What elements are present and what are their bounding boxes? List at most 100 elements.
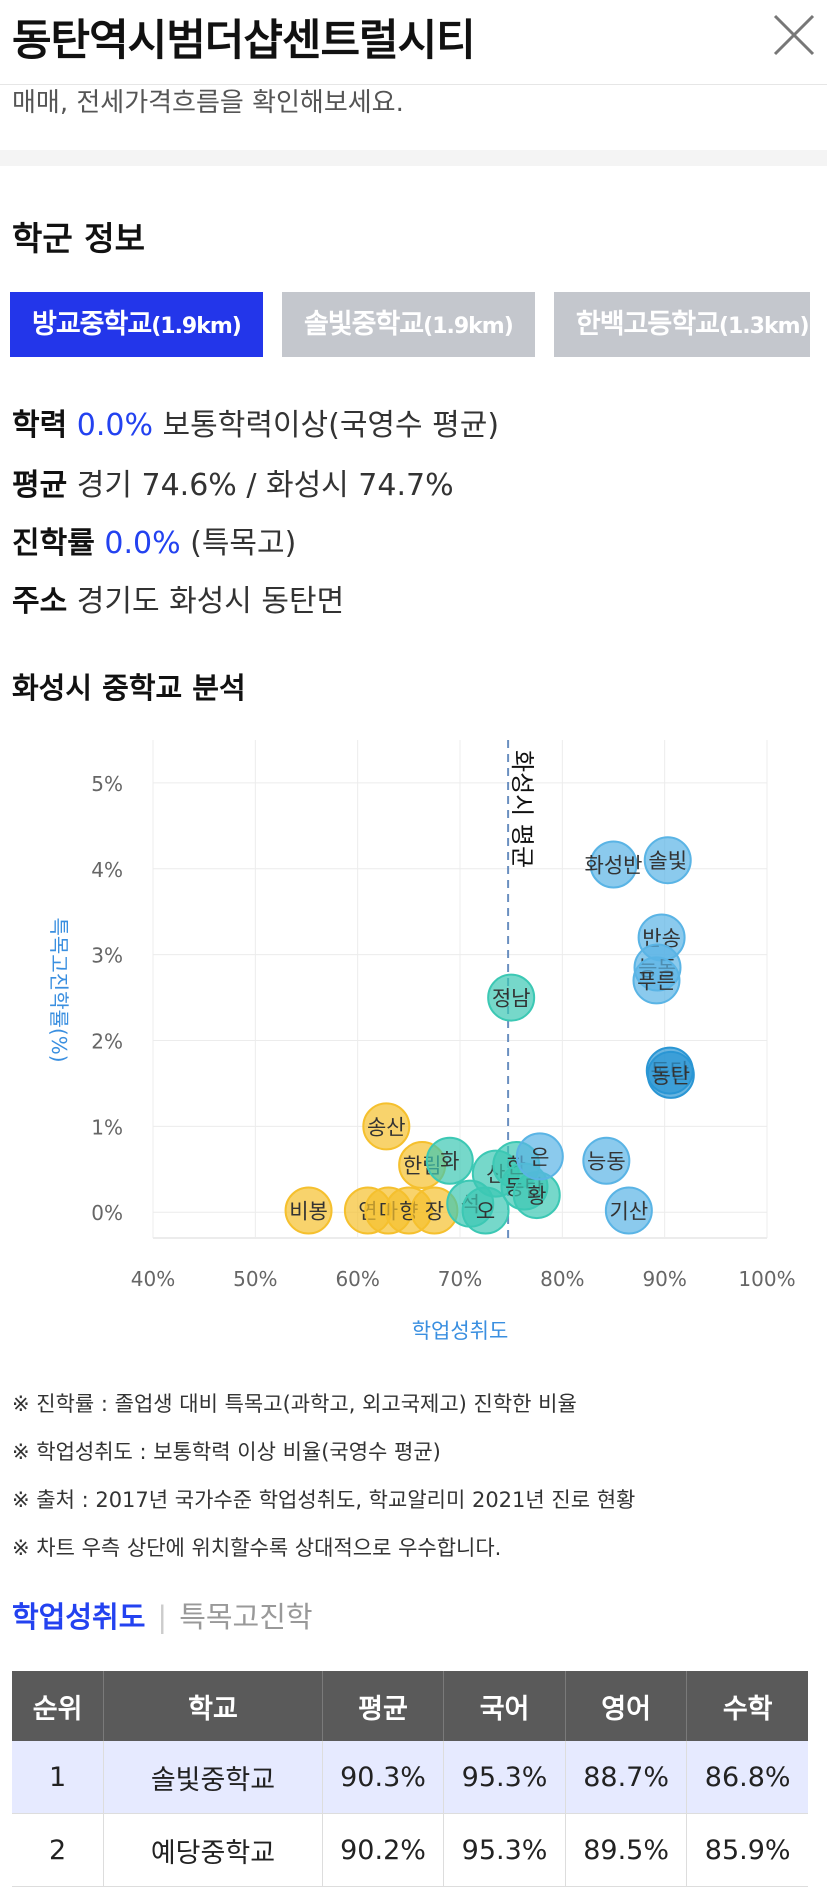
average-line-label: 화성시 평균 [508, 750, 536, 868]
x-axis-label: 학업성취도 [412, 1319, 509, 1343]
cell-school: 예당중학교 [103, 1813, 323, 1887]
info-label: 학력 [12, 408, 68, 443]
info-label: 주소 [12, 584, 68, 619]
data-point [646, 1050, 695, 1099]
y-tick-label: 0% [91, 1201, 123, 1225]
x-tick-label: 70% [438, 1267, 482, 1291]
info-desc: 경기 74.6% / 화성시 74.7% [76, 468, 454, 503]
ranking-toggle: 학업성취도 | 특목고진학 [12, 1594, 313, 1636]
info-average: 평균 경기 74.6% / 화성시 74.7% [12, 460, 454, 504]
data-point [487, 973, 536, 1022]
info-label: 진학률 [12, 526, 95, 561]
data-point-label: 솔빛 [648, 849, 687, 873]
x-tick-label: 100% [738, 1267, 795, 1291]
cell-korean: 95.3% [443, 1741, 566, 1814]
header-average: 평균 [321, 1671, 444, 1741]
info-achievement: 학력 0.0% 보통학력이상(국영수 평균) [12, 400, 499, 444]
data-point-label: 푸른 [637, 969, 676, 993]
tab-school-3[interactable]: 한백고등학교(1.3km) [553, 292, 810, 357]
tab-school-name: 방교중학교 [32, 309, 152, 340]
ranking-table: 순위 학교 평균 국어 영어 수학 1 솔빛중학교 90.3% 95.3% 88… [12, 1671, 808, 1887]
header-math: 수학 [686, 1671, 808, 1741]
cell-math: 86.8% [686, 1741, 808, 1814]
toggle-separator: | [157, 1600, 168, 1634]
close-icon[interactable] [771, 12, 817, 58]
data-point [582, 1136, 631, 1185]
toggle-special-school[interactable]: 특목고진학 [179, 1600, 313, 1634]
header-rank: 순위 [12, 1671, 104, 1741]
x-tick-label: 90% [642, 1267, 686, 1291]
note-line: ※ 출처 : 2017년 국가수준 학업성취도, 학교알리미 2021년 진로 … [12, 1488, 636, 1512]
y-tick-label: 3% [91, 944, 123, 968]
y-axis-label: 특목고진학률(%) [47, 917, 71, 1062]
tab-school-1[interactable]: 방교중학교(1.9km) [10, 292, 263, 357]
header-bar: 동탄역시범더샵센트럴시티 [0, 0, 827, 85]
x-tick-label: 40% [131, 1267, 175, 1291]
data-point-label: 동탄 [651, 1064, 690, 1088]
header-korean: 국어 [443, 1671, 566, 1741]
data-point [425, 1136, 474, 1185]
data-point-label: 비봉 [289, 1200, 328, 1224]
data-point-label: 정남 [492, 987, 531, 1011]
info-desc: (특목고) [190, 526, 297, 561]
data-point-label: 은 [530, 1145, 549, 1169]
info-desc: 경기도 화성시 동탄면 [76, 584, 345, 619]
cell-english: 88.7% [564, 1741, 687, 1814]
data-point-label: 기산 [610, 1200, 649, 1224]
x-tick-label: 50% [233, 1267, 277, 1291]
data-point-label: 화 [440, 1150, 459, 1174]
info-value: 0.0% [104, 526, 181, 561]
tab-school-distance: (1.9km) [423, 314, 514, 339]
cell-math: 85.9% [686, 1813, 808, 1887]
notes: ※ 진학률 : 졸업생 대비 특목고(과학고, 외고국제고) 진학한 비율 ※ … [12, 1380, 635, 1572]
cell-school: 솔빛중학교 [103, 1741, 323, 1814]
cell-rank: 2 [12, 1813, 104, 1887]
info-address: 주소 경기도 화성시 동탄면 [12, 576, 344, 620]
data-point-label: 능동 [587, 1150, 626, 1174]
school-section-title: 학군 정보 [12, 219, 145, 258]
cell-english: 89.5% [564, 1813, 687, 1887]
cell-average: 90.2% [321, 1813, 444, 1887]
tab-school-2[interactable]: 솔빛중학교(1.9km) [281, 292, 535, 357]
table-row[interactable]: 2 예당중학교 90.2% 95.3% 89.5% 85.9% [12, 1813, 808, 1887]
data-point-label: 송산 [367, 1115, 406, 1139]
data-point [515, 1132, 564, 1181]
data-point [362, 1102, 411, 1151]
y-tick-label: 2% [91, 1030, 123, 1054]
cell-korean: 95.3% [443, 1813, 566, 1887]
info-advancement: 진학률 0.0% (특목고) [12, 518, 296, 562]
tab-school-distance: (1.9km) [151, 314, 242, 339]
tab-school-distance: (1.3km) [718, 314, 810, 339]
scatter-chart: 0% 1% 2% 3% 4% 5% 40% 50% 60% 70% 80% 90% 100% 화성시 평균… [47, 740, 796, 1343]
note-line: ※ 차트 우측 상단에 위치할수록 상대적으로 우수합니다. [12, 1536, 502, 1560]
price-trend-hint: 매매, 전세가격흐름을 확인해보세요. [12, 88, 404, 118]
table-header-row: 순위 학교 평균 국어 영어 수학 [12, 1671, 808, 1741]
y-tick-label: 5% [91, 772, 123, 796]
tab-school-name: 솔빛중학교 [303, 309, 424, 340]
data-point-label: 오 [476, 1200, 495, 1224]
note-line: ※ 진학률 : 졸업생 대비 특목고(과학고, 외고국제고) 진학한 비율 [12, 1392, 577, 1416]
cell-average: 90.3% [321, 1741, 444, 1814]
data-point-label: 황 [527, 1184, 546, 1208]
toggle-achievement[interactable]: 학업성취도 [12, 1600, 146, 1634]
info-desc: 보통학력이상(국영수 평균) [162, 408, 500, 443]
data-point [604, 1186, 653, 1235]
header-school: 학교 [103, 1671, 323, 1741]
school-tabs: 방교중학교(1.9km) 솔빛중학교(1.9km) 한백고등학교(1.3km) [10, 292, 810, 357]
tab-school-name: 한백고등학교 [575, 309, 720, 340]
chart-title: 화성시 중학교 분석 [12, 671, 246, 705]
y-tick-label: 4% [91, 858, 123, 882]
table-row[interactable]: 1 솔빛중학교 90.3% 95.3% 88.7% 86.8% [12, 1741, 808, 1814]
header-english: 영어 [564, 1671, 687, 1741]
data-point-label: 장 [425, 1200, 444, 1224]
data-point [589, 840, 638, 889]
note-line: ※ 학업성취도 : 보통학력 이상 비율(국영수 평균) [12, 1440, 441, 1464]
info-value: 0.0% [76, 408, 153, 443]
data-point-label: 화성반 [585, 854, 643, 878]
info-label: 평균 [12, 468, 68, 503]
x-tick-label: 80% [540, 1267, 584, 1291]
page-title: 동탄역시범더샵센트럴시티 [12, 16, 476, 66]
x-tick-label: 60% [335, 1267, 379, 1291]
data-point [643, 836, 692, 885]
cell-rank: 1 [12, 1741, 104, 1814]
